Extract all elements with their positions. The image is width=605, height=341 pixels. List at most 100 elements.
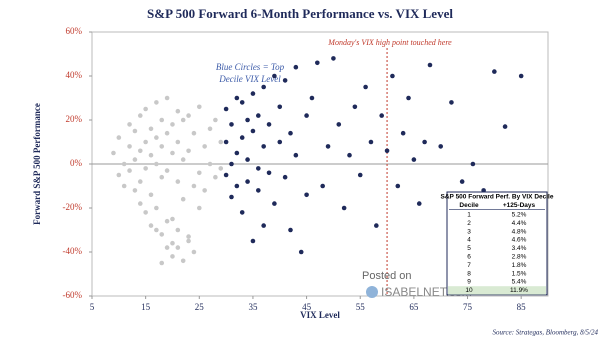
point bbox=[266, 122, 272, 127]
point bbox=[132, 188, 138, 193]
point bbox=[293, 64, 299, 70]
point bbox=[143, 139, 148, 145]
point bbox=[186, 113, 191, 118]
y-tick-label: -40% bbox=[63, 246, 83, 256]
point bbox=[186, 234, 191, 239]
point bbox=[459, 179, 465, 184]
watermark-logo bbox=[366, 286, 378, 298]
point bbox=[336, 122, 342, 127]
point bbox=[186, 148, 191, 154]
point bbox=[202, 188, 207, 193]
point bbox=[272, 73, 277, 79]
point bbox=[288, 130, 293, 136]
point bbox=[159, 117, 165, 123]
table-title: S&P 500 Forward Perf. By VIX Decile bbox=[441, 194, 554, 201]
point bbox=[245, 117, 250, 123]
point bbox=[347, 152, 352, 158]
y-tick-label: -60% bbox=[63, 290, 83, 300]
point bbox=[416, 201, 422, 206]
point bbox=[175, 139, 181, 145]
point bbox=[143, 106, 148, 112]
point bbox=[202, 144, 207, 149]
point bbox=[132, 128, 138, 134]
y-axis-label: Forward S&P 500 Performance bbox=[32, 103, 42, 225]
point bbox=[341, 205, 347, 211]
point bbox=[363, 84, 368, 90]
point bbox=[213, 117, 218, 123]
point bbox=[127, 168, 132, 173]
point bbox=[298, 249, 304, 255]
point bbox=[250, 128, 256, 134]
point bbox=[148, 192, 154, 198]
point bbox=[470, 161, 476, 167]
table-cell: 5.2% bbox=[512, 212, 527, 219]
point bbox=[256, 166, 261, 171]
point bbox=[379, 113, 384, 118]
point bbox=[250, 238, 256, 244]
point bbox=[148, 126, 154, 132]
table-cell: 5 bbox=[467, 245, 471, 252]
x-tick-label: 25 bbox=[195, 302, 205, 312]
y-tick-label: 0% bbox=[70, 158, 83, 168]
table-cell: 10 bbox=[465, 287, 473, 294]
point bbox=[164, 168, 170, 173]
table-cell: 5.4% bbox=[512, 279, 527, 286]
point bbox=[449, 100, 454, 105]
table-cell: 4.6% bbox=[512, 237, 527, 244]
x-tick-label: 65 bbox=[409, 302, 419, 312]
point bbox=[154, 161, 159, 167]
point bbox=[427, 62, 433, 68]
table-cell: 8 bbox=[467, 270, 471, 277]
point bbox=[116, 135, 122, 140]
y-tick-label: -20% bbox=[63, 202, 83, 212]
point bbox=[502, 124, 508, 129]
point bbox=[143, 166, 148, 171]
x-axis-label: VIX Level bbox=[300, 310, 340, 320]
point bbox=[127, 144, 132, 149]
point bbox=[159, 144, 165, 149]
point bbox=[266, 170, 272, 176]
point bbox=[180, 258, 186, 264]
point bbox=[422, 139, 427, 145]
point bbox=[304, 113, 309, 118]
table-cell: 2.8% bbox=[512, 254, 527, 261]
point bbox=[154, 100, 159, 105]
x-tick-label: 5 bbox=[90, 302, 95, 312]
point bbox=[170, 216, 175, 222]
point bbox=[170, 150, 175, 156]
point bbox=[239, 100, 245, 105]
point bbox=[186, 238, 191, 244]
x-tick-label: 85 bbox=[517, 302, 527, 312]
point bbox=[518, 73, 524, 79]
point bbox=[159, 260, 165, 266]
point bbox=[196, 104, 202, 110]
point bbox=[164, 245, 170, 250]
point bbox=[304, 192, 309, 198]
point bbox=[357, 172, 363, 178]
table-cell: 6 bbox=[467, 254, 471, 261]
point bbox=[229, 122, 234, 127]
point bbox=[250, 91, 256, 96]
x-tick-label: 15 bbox=[141, 302, 151, 312]
point bbox=[368, 139, 374, 145]
point bbox=[309, 95, 315, 101]
point bbox=[239, 210, 245, 215]
point bbox=[261, 84, 266, 90]
point bbox=[234, 150, 240, 156]
x-tick-label: 45 bbox=[302, 302, 312, 312]
point bbox=[121, 183, 127, 189]
table-cell: 4.4% bbox=[512, 220, 527, 227]
point bbox=[148, 223, 154, 228]
table-cell: 3 bbox=[467, 228, 471, 235]
point bbox=[320, 183, 325, 189]
point bbox=[137, 113, 143, 118]
point bbox=[207, 161, 213, 167]
x-tick-label: 75 bbox=[463, 302, 473, 312]
point bbox=[223, 172, 229, 178]
source: Source: Strategas, Bloomberg, 8/5/24 bbox=[493, 329, 599, 337]
point bbox=[390, 73, 395, 79]
table-cell: 4 bbox=[467, 237, 471, 244]
point bbox=[170, 240, 175, 246]
point bbox=[239, 135, 245, 140]
